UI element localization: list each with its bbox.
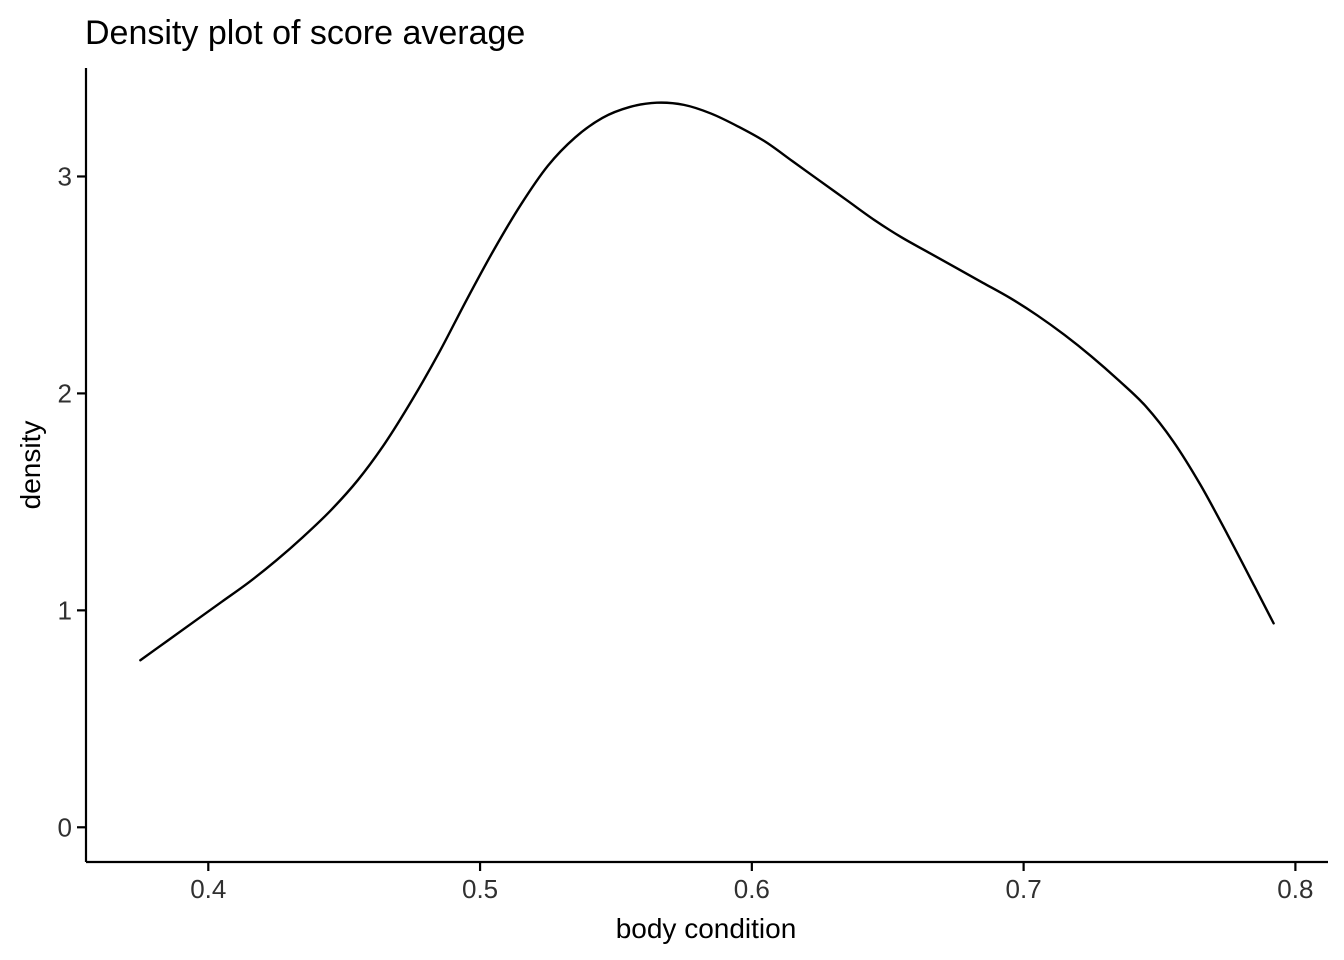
x-tick-label: 0.8 [1277,874,1313,904]
y-axis-title: density [15,421,46,510]
y-ticks: 0 1 2 3 [58,161,86,842]
y-tick-label: 2 [58,378,72,408]
x-ticks: 0.4 0.5 0.6 0.7 0.8 [190,862,1313,904]
y-tick-label: 0 [58,812,72,842]
y-tick-label: 3 [58,161,72,191]
x-axis-title: body condition [616,913,797,944]
density-line [139,101,1275,662]
chart-title: Density plot of score average [85,14,525,52]
x-tick-label: 0.6 [734,874,770,904]
x-tick-label: 0.4 [190,874,226,904]
x-tick-label: 0.7 [1006,874,1042,904]
y-tick-label: 1 [58,595,72,625]
x-tick-label: 0.5 [462,874,498,904]
